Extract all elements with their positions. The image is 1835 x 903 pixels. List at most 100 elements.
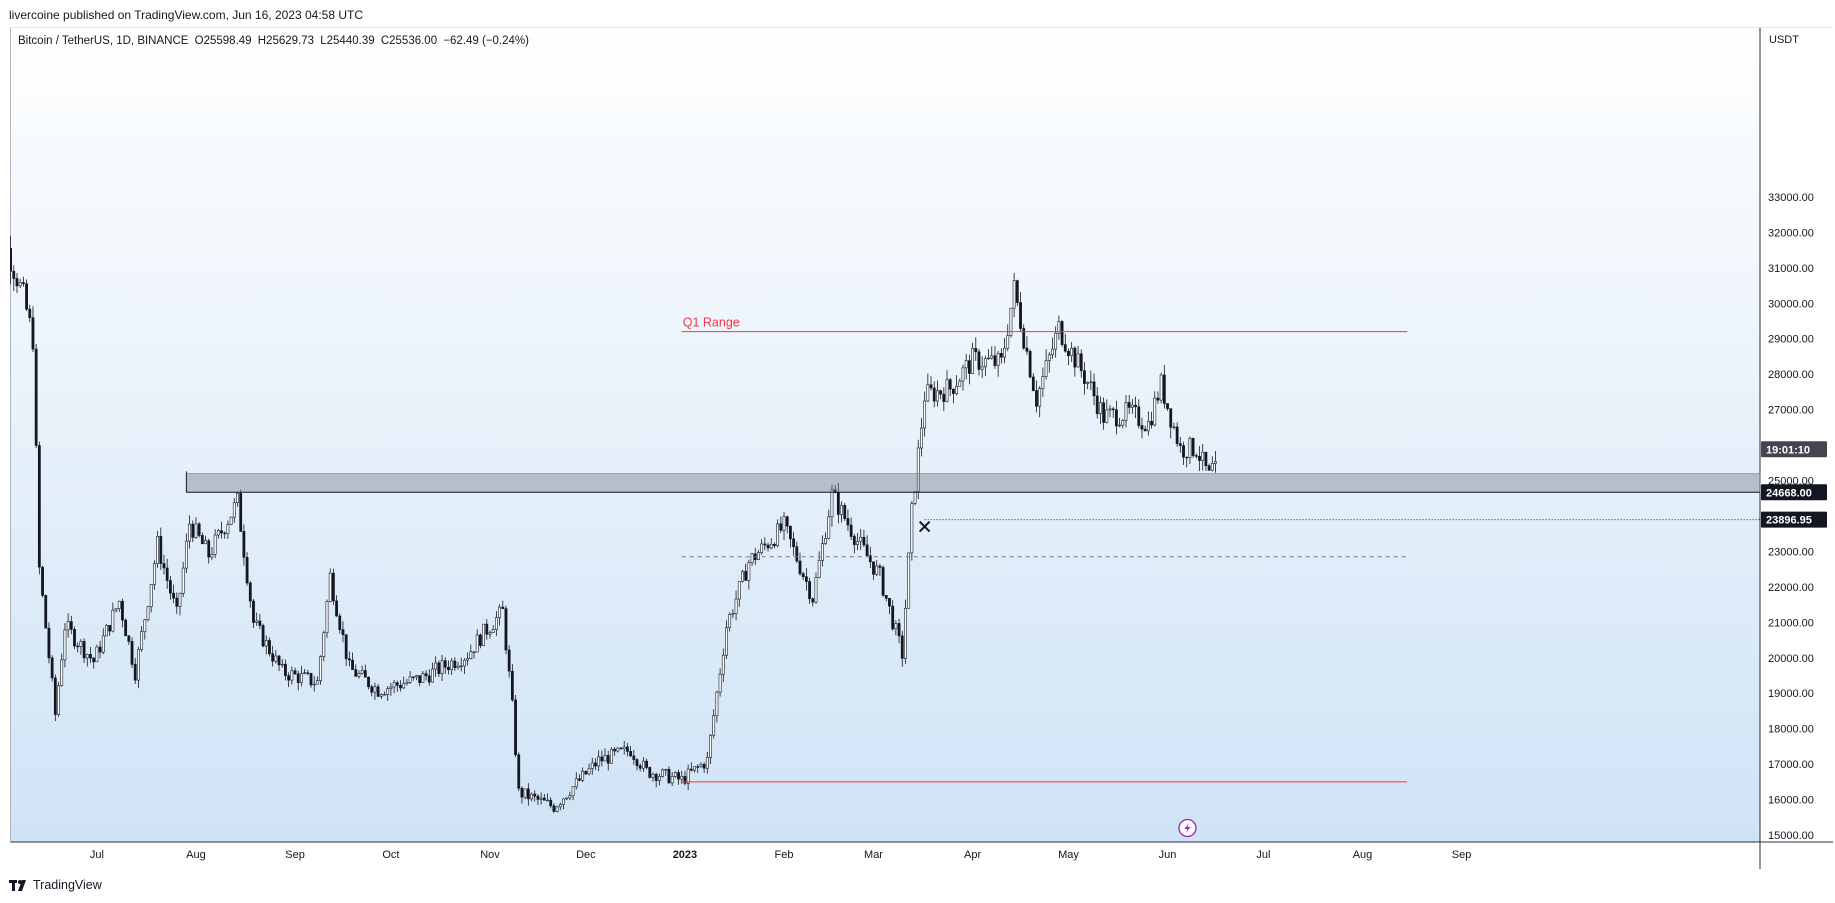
zone-price-badge-bg — [1761, 484, 1827, 501]
candle-body — [268, 640, 271, 655]
candle-body — [1115, 409, 1118, 427]
candle-body — [363, 670, 367, 678]
candle-body — [808, 581, 811, 600]
candle-body — [379, 694, 383, 697]
candle-body — [478, 634, 482, 646]
currency-label: USDT — [1769, 34, 1799, 46]
candle-body — [916, 447, 920, 492]
candle-body — [1201, 451, 1205, 461]
candle-body — [105, 625, 108, 637]
candle-body — [673, 772, 677, 777]
candle-body — [789, 525, 792, 540]
candle-body — [817, 560, 821, 578]
candle-body — [1083, 370, 1086, 384]
candle-body — [146, 606, 150, 621]
candle-body — [338, 615, 342, 630]
candle-body — [980, 366, 984, 370]
candle-body — [907, 552, 911, 609]
candle-body — [1022, 328, 1026, 349]
candle-body — [101, 635, 105, 653]
candle-body — [1092, 381, 1096, 397]
candle-body — [424, 673, 428, 677]
candle-body — [987, 357, 990, 360]
candle-body — [1185, 456, 1189, 459]
candle-body — [239, 493, 243, 532]
candle-body — [1099, 402, 1102, 415]
candle-body — [188, 523, 191, 542]
candle-body — [542, 797, 546, 801]
candle-body — [1041, 376, 1045, 389]
candle-body — [463, 659, 466, 667]
candle-body — [85, 654, 89, 659]
candle-body — [344, 634, 348, 660]
candle-body — [133, 664, 137, 681]
candle-body — [1118, 424, 1122, 427]
candle-body — [814, 577, 818, 603]
candle-body — [303, 672, 307, 674]
candle-body — [638, 765, 642, 769]
candle-body — [693, 766, 696, 771]
candle-body — [769, 544, 773, 549]
candle-body — [277, 655, 281, 666]
brand-logo[interactable]: TradingView — [9, 878, 102, 892]
candle-body — [28, 308, 32, 318]
candle-body — [376, 686, 380, 697]
candle-body — [766, 544, 770, 549]
price-chart[interactable]: USDT 15000.00 16000.00 17000.00 18000.00 1900… — [10, 27, 1833, 869]
candle-body — [140, 631, 144, 650]
candle-body — [667, 769, 671, 784]
candle-body — [1095, 395, 1099, 415]
candle-body — [319, 656, 323, 681]
x-tick-label: 2023 — [673, 849, 697, 861]
candle-body — [533, 793, 537, 797]
candle-body — [475, 634, 479, 653]
candle-body — [92, 657, 96, 663]
candle-body — [878, 565, 882, 568]
candle-body — [354, 669, 358, 677]
candle-body — [913, 491, 917, 504]
countdown-badge: 19:01:10 — [1766, 444, 1810, 456]
candle-body — [347, 658, 351, 661]
candle-body — [661, 769, 664, 777]
legend-change: −62.49 (−0.24%) — [443, 35, 529, 47]
candle-body — [440, 660, 444, 674]
candle-body — [482, 623, 485, 646]
candle-body — [862, 536, 866, 546]
support-zone[interactable] — [186, 473, 1761, 493]
candle-body — [130, 641, 134, 665]
y-tick-label: 22000.00 — [1768, 582, 1814, 594]
candle-body — [1137, 406, 1141, 426]
candle-body — [983, 358, 987, 368]
candle-body — [434, 662, 438, 670]
candle-body — [581, 770, 585, 781]
candle-body — [450, 660, 454, 670]
x-tick-label: Feb — [775, 849, 794, 861]
candle-body — [287, 675, 291, 681]
candle-body — [328, 572, 332, 602]
x-tick-label: Aug — [1353, 849, 1373, 861]
candle-body — [37, 445, 41, 568]
candle-body — [370, 686, 374, 693]
candle-body — [258, 620, 262, 626]
candle-body — [910, 503, 914, 554]
candle-body — [367, 676, 370, 688]
candle-body — [252, 600, 255, 623]
y-tick-label: 17000.00 — [1768, 759, 1814, 771]
candle-body — [184, 540, 188, 569]
y-tick-label: 31000.00 — [1768, 263, 1814, 275]
candle-body — [1210, 463, 1214, 471]
candle-body — [1191, 437, 1195, 456]
candle-body — [888, 598, 891, 607]
candle-body — [830, 489, 834, 518]
candle-body — [856, 540, 859, 545]
candle-body — [1038, 388, 1042, 407]
chart-frame[interactable]: USDT 15000.00 16000.00 17000.00 18000.00 1900… — [10, 27, 1833, 869]
candle-body — [613, 748, 617, 752]
candle-body — [309, 672, 313, 686]
candle-body — [900, 635, 904, 659]
candle-body — [728, 614, 732, 628]
candle-body — [121, 600, 124, 621]
candle-body — [725, 627, 728, 656]
candle-body — [872, 561, 875, 575]
candle-body — [306, 672, 310, 674]
